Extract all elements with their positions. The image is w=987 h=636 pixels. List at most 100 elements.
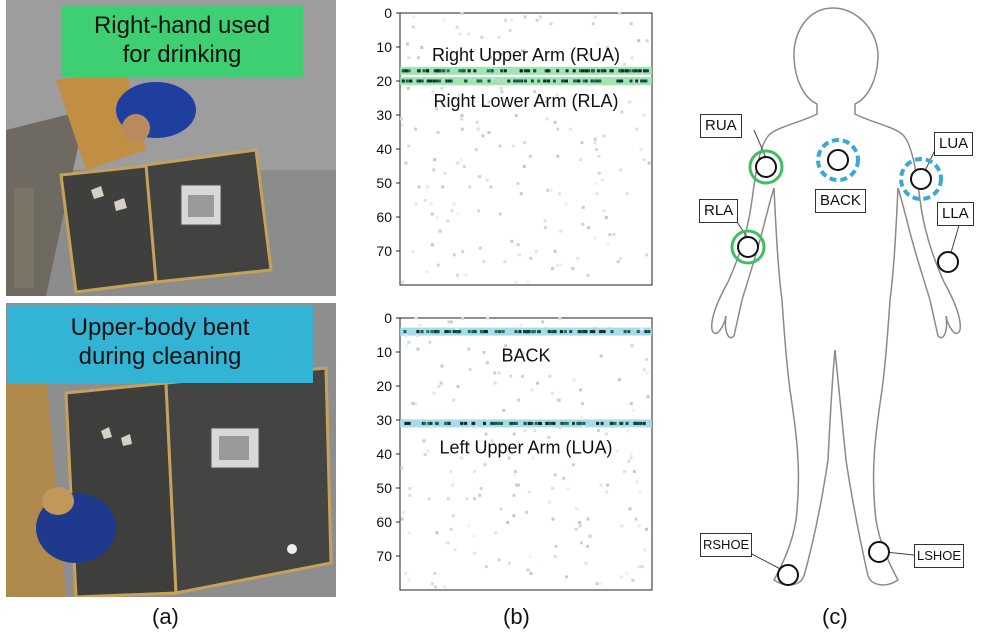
heat-cell: [554, 544, 558, 548]
heat-cell-strong: [503, 69, 507, 73]
heat-cell: [615, 449, 619, 453]
heat-cell-strong: [564, 79, 568, 83]
heat-cell: [429, 202, 433, 206]
heat-cell: [460, 127, 464, 131]
heat-cell-strong: [563, 421, 567, 425]
heat-cell: [436, 216, 440, 219]
heat-cell-strong: [467, 330, 471, 334]
heat-cell: [630, 344, 634, 348]
heat-cell-strong: [550, 330, 554, 334]
heat-cell: [416, 347, 420, 351]
heat-cell: [497, 558, 501, 562]
heat-cell: [629, 402, 633, 405]
heat-cell: [533, 429, 537, 433]
heat-cell: [503, 260, 507, 264]
heat-cell-strong: [610, 330, 614, 334]
heat-cell: [587, 52, 591, 56]
heat-cell-strong: [645, 69, 649, 73]
heat-cell: [629, 453, 633, 456]
heat-cell: [617, 378, 621, 382]
heat-cell: [595, 582, 599, 586]
heat-cell: [620, 575, 624, 579]
heat-cell-strong: [544, 69, 548, 73]
y-tick-label: 60: [376, 514, 392, 530]
heat-cell: [523, 15, 527, 19]
heat-cell-strong: [592, 330, 596, 334]
heat-cell-strong: [479, 79, 483, 83]
heat-cell: [579, 541, 583, 545]
heat-cell-strong: [603, 69, 607, 73]
heat-cell: [452, 202, 456, 206]
heat-cell: [493, 381, 497, 385]
heat-cell: [536, 381, 540, 385]
heat-cell: [553, 555, 557, 558]
heat-cell: [581, 205, 585, 209]
heat-cell: [435, 531, 439, 535]
heat-cell: [498, 144, 502, 148]
heat-cell: [425, 270, 429, 274]
heat-cell-strong: [523, 421, 527, 425]
heat-cell-strong: [572, 69, 576, 73]
heat-cell-strong: [623, 330, 627, 334]
heat-cell-strong: [418, 79, 422, 83]
lla-sensor: [937, 251, 959, 273]
heat-cell-strong: [518, 330, 522, 334]
y-tick-label: 0: [384, 310, 392, 326]
heat-cell: [401, 280, 405, 284]
heat-cell-strong: [582, 79, 586, 83]
heat-cell: [553, 473, 557, 477]
heat-cell: [579, 388, 583, 392]
heat-cell: [516, 182, 520, 185]
heat-cell: [404, 572, 408, 575]
heat-cell: [414, 402, 418, 405]
heat-cell-strong: [523, 330, 527, 334]
heat-cell-strong: [584, 330, 588, 334]
heat-cell: [491, 76, 495, 80]
heat-cell: [631, 408, 635, 412]
y-tick-label: 60: [376, 209, 392, 225]
heat-cell: [408, 493, 412, 497]
heat-cell-strong: [565, 69, 569, 73]
heat-cell: [452, 253, 456, 257]
heat-cell: [473, 497, 477, 501]
heat-cell: [516, 483, 520, 487]
heat-cell-strong: [445, 79, 449, 83]
heat-cell-strong: [638, 69, 642, 73]
heat-cell: [453, 548, 457, 552]
heat-cell: [430, 425, 434, 429]
heat-cell-strong: [464, 79, 468, 83]
region-label: Right Lower Arm (RLA): [433, 91, 618, 111]
heat-cell: [526, 280, 530, 284]
sensor-label-lua: LUA: [934, 132, 974, 156]
region-label: Left Upper Arm (LUA): [439, 437, 612, 457]
heat-cell: [534, 250, 538, 253]
heat-cell-strong: [490, 69, 494, 73]
heat-cell-strong: [545, 421, 549, 425]
heat-cell: [580, 402, 584, 405]
heat-cell: [605, 46, 609, 49]
y-tick-label: 10: [376, 39, 392, 55]
heat-cell: [467, 32, 471, 36]
heat-cell: [509, 374, 513, 378]
heat-cell-strong: [620, 79, 624, 83]
heat-cell-strong: [577, 421, 581, 425]
heat-cell-strong: [530, 421, 534, 425]
heat-cell-strong: [581, 330, 585, 334]
heat-cell-strong: [519, 79, 523, 83]
y-tick-label: 30: [376, 412, 392, 428]
heat-cell-strong: [628, 69, 632, 73]
heat-cell: [433, 158, 437, 162]
heat-cell-strong: [403, 330, 407, 334]
heat-cell: [571, 463, 575, 467]
heat-cell-strong: [533, 330, 537, 334]
heat-cell: [451, 483, 455, 487]
heat-cell: [597, 171, 601, 175]
heat-cell: [411, 25, 415, 29]
heat-cell: [586, 273, 590, 277]
heat-cell: [499, 507, 503, 511]
heatmap-top-svg: 0 10 20 30 40 50 60 70 Right Upper Arm (RUA) Righ…: [376, 5, 653, 286]
heat-cell: [637, 565, 641, 569]
lshoe-sensor: [868, 541, 890, 563]
heat-cell-strong: [560, 421, 564, 425]
heat-cell: [411, 402, 415, 405]
